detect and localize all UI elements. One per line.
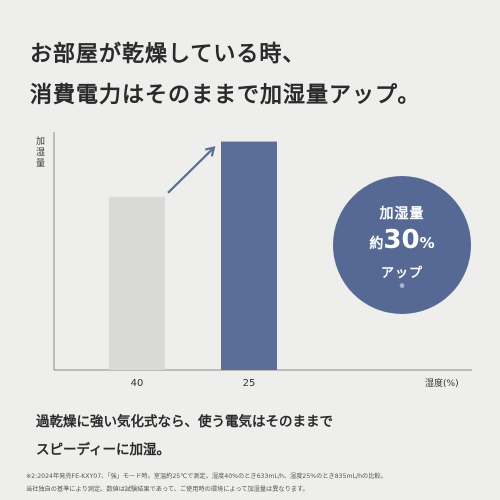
badge-percent: %	[419, 234, 435, 252]
x-tick-label-25: 25	[243, 378, 256, 389]
footnote-line-2: 当社独自の基準により測定。数値は試験結果であって、ご使用時の環境によって加湿量は…	[26, 486, 309, 493]
arrow-shaft	[167, 146, 215, 194]
body-line-2: スピーディーに加湿。	[36, 442, 171, 458]
badge-prefix: 約	[369, 236, 384, 252]
x-axis-label: 湿度(%)	[425, 377, 459, 389]
body-text: 過乾燥に強い気化式なら、使う電気はそのままで スピーディーに加湿。	[36, 408, 476, 464]
headline-line-1: お部屋が乾燥している時、	[30, 42, 306, 67]
bar-25	[221, 141, 277, 370]
arrow-head	[204, 146, 216, 157]
headline: お部屋が乾燥している時、 消費電力はそのままで加湿量アップ。	[30, 34, 480, 116]
badge-value: 約30%	[333, 225, 471, 255]
badge-up-label: アップ	[380, 266, 423, 281]
badge-number: 30	[383, 225, 420, 255]
y-axis-label: 加湿量	[36, 136, 45, 169]
increase-arrow	[167, 146, 216, 194]
badge-title: 加湿量	[379, 206, 425, 222]
footnote: ※2:2024年発売FE-KXY07、「強」モード時。室温約25℃で測定。湿度4…	[26, 470, 486, 496]
footnote-line-1: ※2:2024年発売FE-KXY07、「強」モード時。室温約25℃で測定。湿度4…	[26, 473, 387, 480]
increase-badge: 加湿量 約30% アップ ※	[333, 176, 471, 314]
x-tick-label-40: 40	[131, 378, 144, 389]
headline-line-2: 消費電力はそのままで加湿量アップ。	[30, 83, 421, 108]
body-line-1: 過乾燥に強い気化式なら、使う電気はそのままで	[36, 414, 333, 430]
bar-40	[109, 196, 165, 370]
badge-footnote-mark: ※	[399, 282, 405, 290]
